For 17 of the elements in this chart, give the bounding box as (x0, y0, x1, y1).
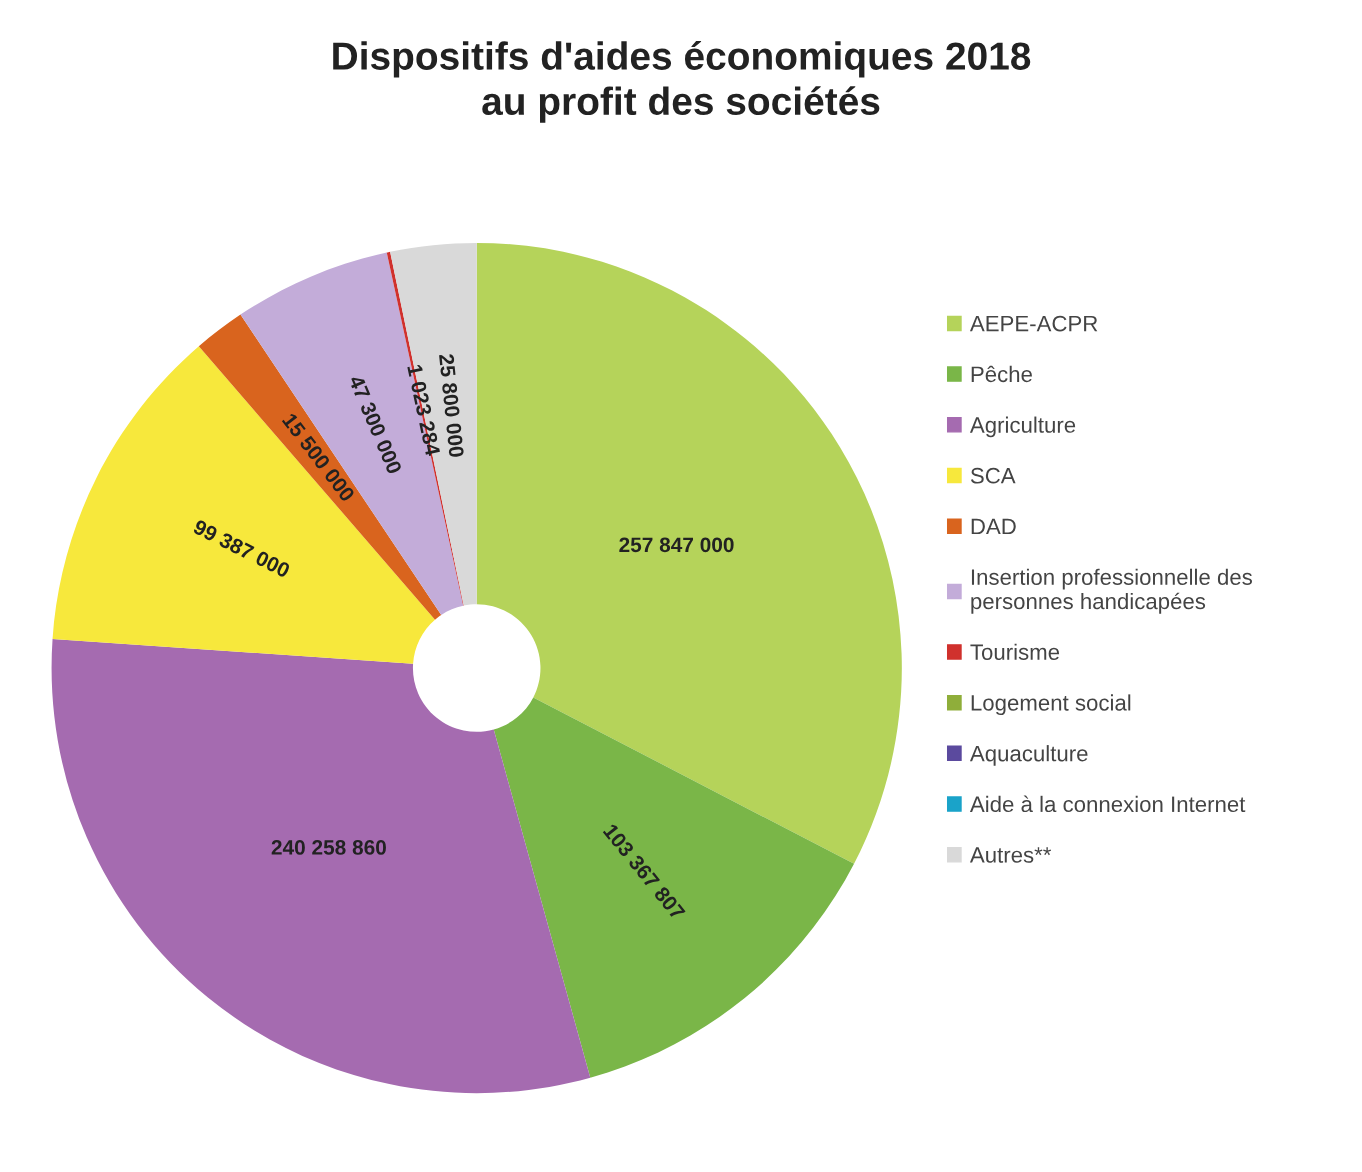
legend-label: Logement social (971, 694, 1131, 716)
chart-title: Dispositifs d'aides économiques 2018 au profit des sociétés (333, 41, 1031, 123)
legend-label: Autres** (969, 847, 1052, 863)
legend-label: SCA (970, 467, 1016, 484)
legend-label: DAD (971, 518, 1016, 535)
legend-label: Agriculture (969, 416, 1076, 438)
legend-label: Insertion professionnelle des personnes handicapées (971, 568, 1252, 614)
data-label: 240 258 860 (271, 840, 386, 855)
data-label: 1 023 284 (407, 364, 441, 457)
legend-label: Tourisme (970, 643, 1060, 660)
legend-label: Aquaculture (969, 745, 1088, 766)
data-label: 99 387 000 (192, 519, 291, 579)
data-label: 103 367 807 (602, 823, 686, 921)
legend-label: Aide à la connexion Internet (969, 795, 1246, 813)
legend-label: AEPE-ACPR (969, 315, 1098, 332)
data-label: 257 847 000 (619, 537, 734, 553)
legend-label: Pêche (971, 365, 1032, 383)
